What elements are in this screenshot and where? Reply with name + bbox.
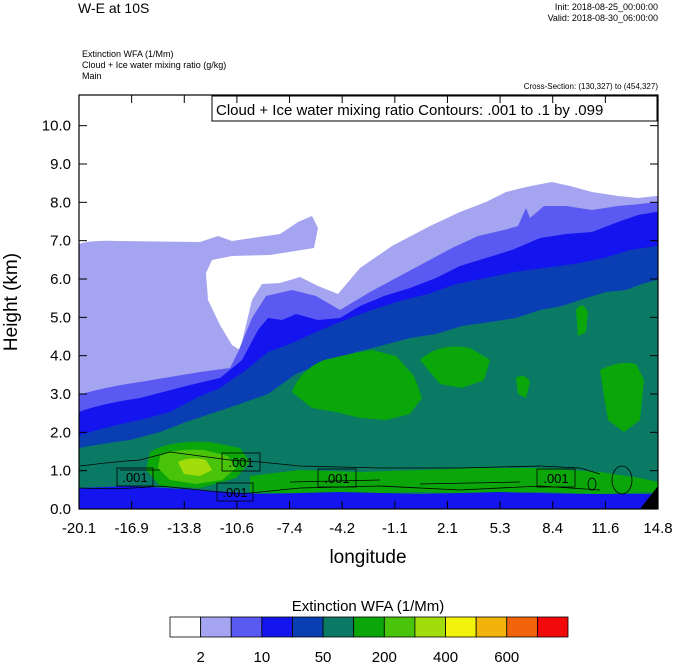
field-name-main: Main (82, 71, 102, 81)
y-tick-label: 5.0 (50, 309, 71, 326)
shade-green-patch-5 (600, 362, 644, 432)
x-tick-label: 14.8 (643, 520, 672, 537)
y-tick-label: 4.0 (50, 348, 71, 365)
contour-line-1 (79, 451, 601, 475)
contour-label: .001 (216, 482, 254, 502)
y-tick-label: 0.0 (50, 501, 71, 518)
x-tick-label: 11.6 (591, 520, 619, 537)
x-tick-label: -7.4 (277, 520, 303, 537)
y-tick-label: 9.0 (50, 156, 71, 173)
shade-green-patch-2 (420, 346, 490, 388)
colorbar-tick-label: 10 (254, 649, 271, 666)
colorbar-swatch (475, 616, 508, 638)
x-tick-label: -20.1 (62, 520, 96, 537)
svg-text:.001: .001 (324, 471, 349, 486)
colorbar-swatch (292, 616, 324, 638)
colorbar-tick-label: 2 (196, 649, 204, 666)
contour-ellipse-2 (587, 477, 597, 491)
valid-time: Valid: 2018-08-30_06:00:00 (547, 13, 658, 23)
plot-frame (78, 94, 659, 510)
shade-green-patch-1 (292, 350, 422, 420)
shade-surface-band (79, 486, 658, 509)
x-tick-label: -4.2 (329, 520, 355, 537)
field-name-mixing-ratio: Cloud + Ice water mixing ratio (g/kg) (82, 60, 227, 70)
y-tick-label: 2.0 (50, 424, 71, 441)
contour-label: .001 (536, 468, 576, 488)
colorbar: 2 10 50 200 400 600 (169, 616, 569, 666)
y-tick-label: 1.0 (50, 463, 71, 480)
colorbar-swatch (261, 616, 293, 638)
y-tick-label: 7.0 (50, 233, 71, 250)
shade-yellowgreen-patch-2 (178, 458, 212, 476)
colorbar-swatch (414, 616, 446, 638)
contour-label: .001 (221, 452, 261, 472)
x-tick-label: -16.9 (115, 520, 149, 537)
colorbar-tick-label: 600 (494, 649, 519, 666)
svg-text:.001: .001 (222, 485, 247, 500)
plot-title: W-E at 10S (78, 0, 150, 16)
colorbar-swatch (353, 616, 385, 638)
init-time: Init: 2018-08-25_00:00:00 (554, 2, 658, 12)
contour-label: .001 (116, 467, 154, 487)
shaded-field (79, 95, 658, 509)
svg-text:.001: .001 (122, 470, 147, 485)
colorbar-tick-label: 400 (433, 649, 458, 666)
contour-line-2 (79, 485, 601, 495)
colorbar-swatch (322, 616, 355, 638)
colorbar-swatch (536, 616, 569, 638)
colorbar-swatch (200, 616, 232, 638)
x-tick-label: 8.4 (542, 520, 563, 537)
y-axis: 0.0 1.0 2.0 3.0 4.0 5.0 6.0 7.0 8.0 9.0 10.0 (42, 118, 658, 518)
y-tick-label: 3.0 (50, 386, 71, 403)
svg-text:.001: .001 (228, 455, 253, 470)
field-name-extinction: Extinction WFA (1/Mm) (82, 49, 174, 59)
svg-text:.001: .001 (543, 471, 568, 486)
colorbar-title: Extinction WFA (1/Mm) (292, 598, 445, 615)
shade-green-patch-3 (576, 305, 588, 336)
x-axis-label: longitude (329, 547, 406, 568)
shade-green-patch-7 (250, 468, 658, 494)
contour-info-box (211, 95, 658, 122)
contour-label: .001 (317, 468, 357, 488)
colorbar-swatch (169, 616, 202, 638)
y-axis-label: Height (km) (1, 253, 22, 351)
y-tick-label: 10.0 (42, 118, 71, 135)
colorbar-swatch (445, 616, 477, 638)
shade-surface-corner (640, 486, 658, 509)
contour-info-text: Cloud + Ice water mixing ratio Contours:… (216, 102, 603, 119)
x-tick-label: 5.3 (490, 520, 511, 537)
colorbar-swatch (506, 616, 538, 638)
contour-lines (79, 451, 633, 495)
colorbar-tick-label: 200 (372, 649, 397, 666)
colorbar-swatch (383, 616, 416, 638)
contour-ellipse-1 (611, 465, 633, 495)
colorbar-swatch (230, 616, 263, 638)
contour-labels: .001 .001 .001 .001 .001 (116, 452, 576, 502)
x-tick-label: -13.8 (167, 520, 201, 537)
y-tick-label: 8.0 (50, 194, 71, 211)
x-tick-label: 2.1 (437, 520, 458, 537)
cross-section-label: Cross-Section: (130,327) to (454,327) (523, 82, 658, 91)
x-tick-label: -1.1 (382, 520, 408, 537)
y-tick-label: 6.0 (50, 271, 71, 288)
shade-green-patch-4 (516, 375, 530, 398)
x-tick-label: -10.6 (220, 520, 254, 537)
x-axis: -20.1 -16.9 -13.8 -10.6 -7.4 -4.2 -1.1 2.1 5.3 8.… (62, 95, 673, 537)
colorbar-tick-label: 50 (315, 649, 332, 666)
